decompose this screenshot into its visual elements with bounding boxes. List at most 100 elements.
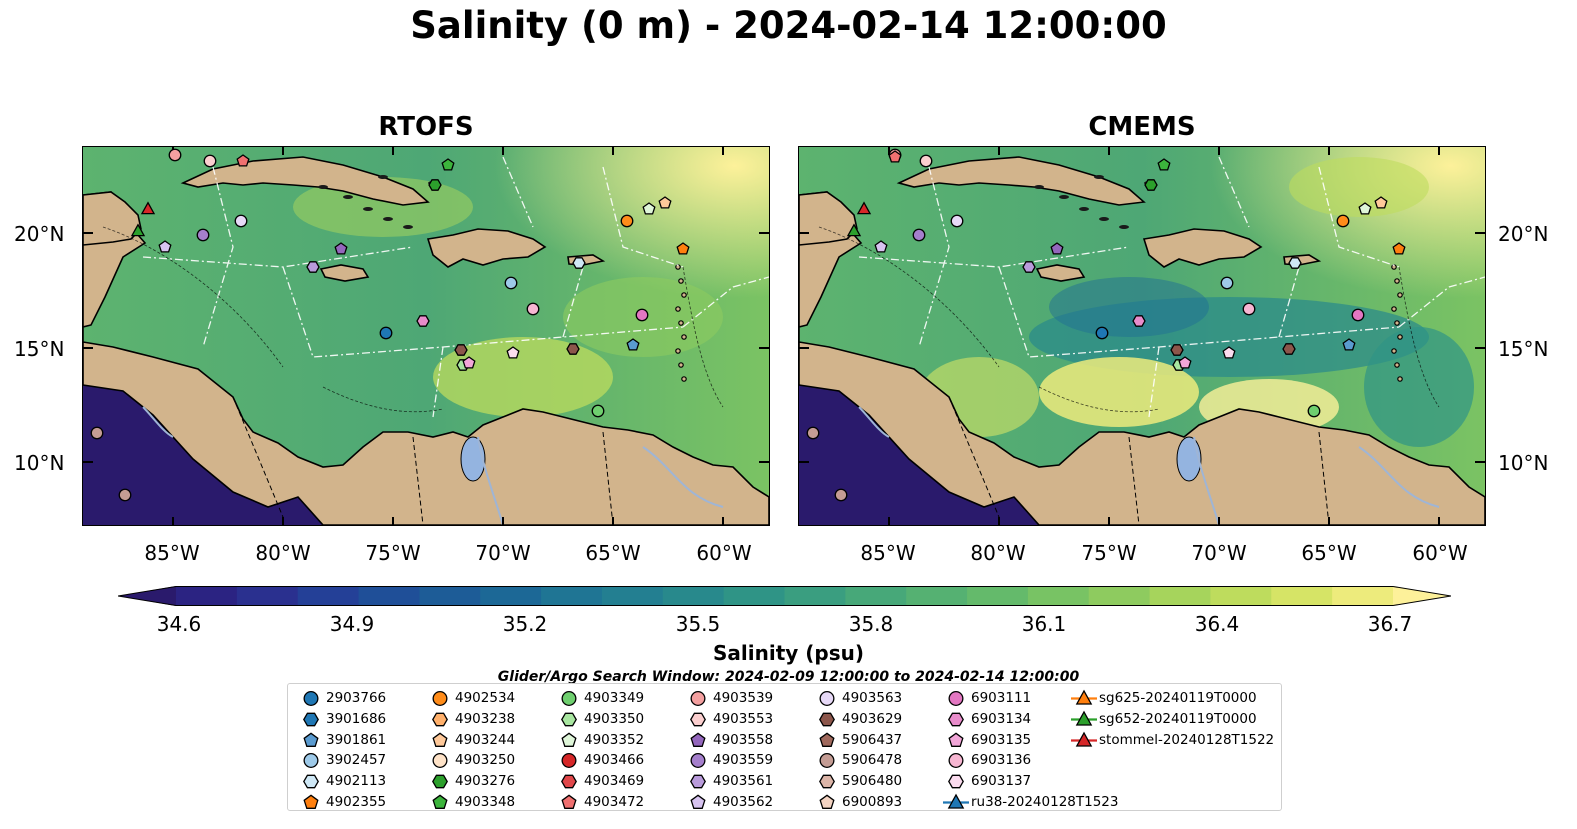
legend-marker-icon [690,753,706,769]
legend-marker-icon [690,712,706,727]
float-marker [90,426,104,440]
legend-marker-icon [819,732,835,747]
float-marker [635,308,649,322]
float-marker [620,214,634,228]
lon-label-65w-right: 65°W [1301,541,1357,565]
colorbar-segment [1271,586,1333,606]
legend-label: 2903766 [326,690,387,706]
legend-label: 4902534 [455,690,516,706]
land-island [403,225,413,229]
lat-label-15n: 15°N [14,337,65,361]
float-marker [462,356,476,369]
legend-marker-icon [690,794,706,809]
float-marker [806,426,820,440]
lon-label-85w: 85°W [144,541,200,565]
float-marker [912,228,926,242]
legend-marker-icon [819,712,835,727]
colorbar-tick: 34.6 [156,612,202,636]
land-island [378,175,388,179]
land-island [1391,348,1397,354]
land-island [1099,217,1109,221]
legend-label: 6903137 [971,773,1032,790]
river [477,436,504,525]
land-island [1119,225,1129,229]
float-marker [1178,356,1192,369]
float-marker [441,158,455,171]
legend-label: 4903349 [584,690,645,706]
land-island [343,195,353,199]
land-island [681,292,687,298]
legend-label: sg625-20240119T0000 [1099,690,1257,706]
legend-label: 4903250 [455,752,516,769]
float-marker [572,257,586,269]
float-marker [1157,158,1171,171]
legend-marker-icon [819,774,835,789]
legend-marker-icon [690,732,706,747]
float-marker [234,214,248,228]
colorbar-segment [1149,586,1212,606]
lon-label-75w: 75°W [365,541,421,565]
float-marker [846,223,862,237]
lat-label-20n: 20°N [14,222,65,246]
float-marker [416,315,430,327]
float-marker [1022,261,1036,273]
float-marker [1132,315,1146,327]
colorbar-tick: 34.9 [329,612,375,636]
float-marker [1392,242,1406,255]
legend-marker-icon [561,691,577,706]
land-island [678,278,684,284]
float-marker [454,344,468,356]
legend-marker-icon [561,732,577,747]
eez-line [142,156,769,418]
sea-patch [1289,157,1429,217]
legend-marker-icon [432,774,448,789]
legend-label: 4902355 [326,794,387,810]
colorbar-segment [845,586,907,606]
colorbar-tick: 35.5 [675,612,721,636]
float-marker [1170,344,1184,356]
float-marker [888,150,902,163]
land-island [363,207,373,211]
legend-marker-icon [943,793,969,809]
float-marker [874,240,888,253]
legend-label: sg652-20240119T0000 [1099,710,1257,727]
land-island [1059,195,1069,199]
colorbar [117,586,1452,606]
colorbar-extend-high [1393,586,1451,606]
colorbar-tick: 36.7 [1367,612,1413,636]
float-marker [1220,276,1234,290]
colorbar-segment [906,586,968,606]
legend-label: 4903629 [842,710,903,727]
land-island [318,185,328,189]
legend-label: 6900893 [842,794,903,810]
land-cuba [896,156,1146,206]
lat-label-10n-right: 10°N [1498,451,1549,475]
legend-label: 4903539 [713,690,774,706]
colorbar-segment [1088,586,1151,606]
legend-marker-icon [432,712,448,727]
legend-marker-icon [432,691,448,706]
colorbar-tick: 35.8 [848,612,894,636]
lat-label-15n-right: 15°N [1498,337,1549,361]
legend-label: 4903558 [713,731,774,748]
legend-label: 4903559 [713,752,774,769]
colorbar-segment [541,586,603,606]
legend-label: 4903352 [584,731,645,748]
colorbar-segment [601,586,664,606]
colorbar-segment [967,586,1029,606]
legend-marker-icon [819,794,835,809]
legend-marker-icon [432,732,448,747]
float-marker [1351,308,1365,322]
land-jamaica [319,264,370,282]
float-marker [428,179,442,191]
lon-label-80w-right: 80°W [970,541,1026,565]
float-marker [1307,404,1321,418]
colorbar-segment [784,586,846,606]
legend-marker-icon [432,794,448,809]
land-jamaica [1035,264,1086,282]
float-marker [1358,202,1372,215]
lon-label-85w-right: 85°W [860,541,916,565]
land-island [675,306,681,312]
bathymetry-contour [102,226,724,413]
float-marker [526,302,540,316]
